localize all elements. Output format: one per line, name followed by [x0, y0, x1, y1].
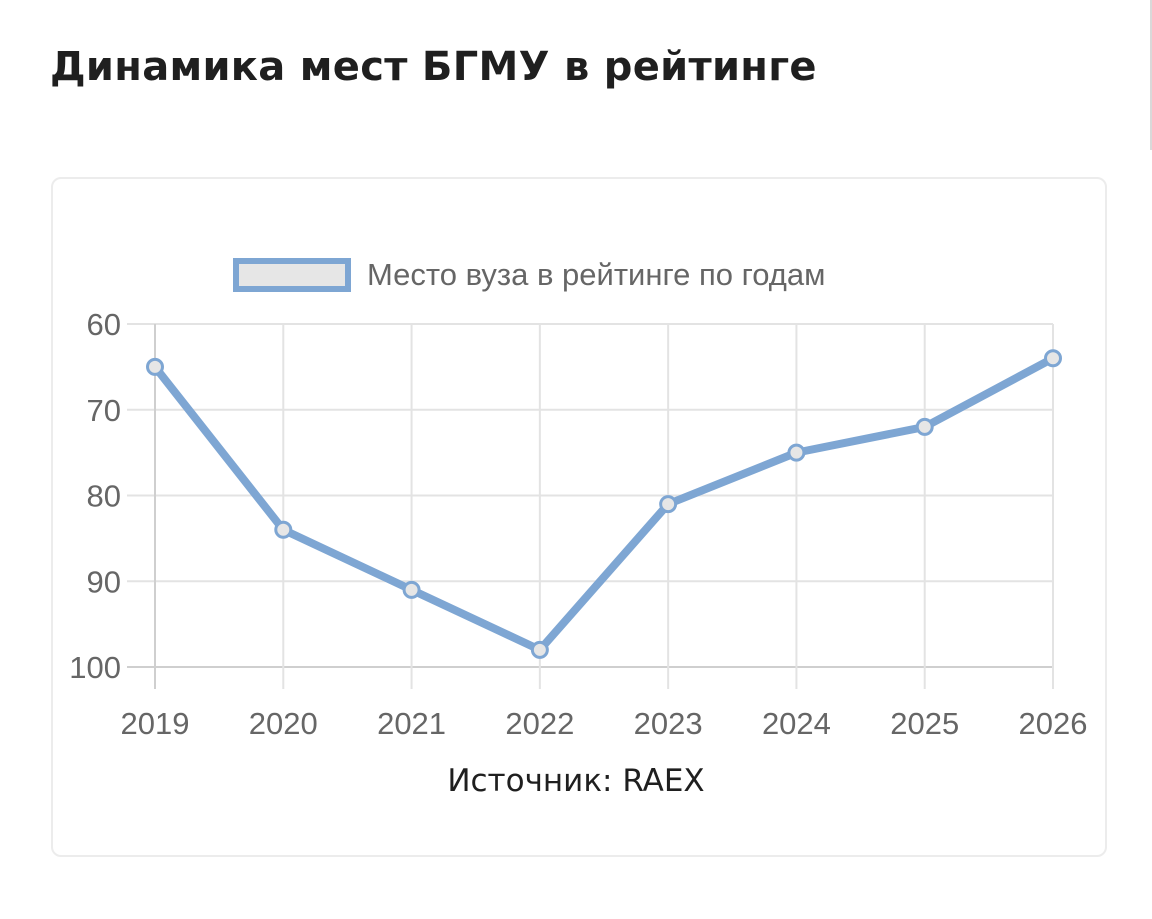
data-point[interactable]: [659, 495, 678, 514]
chart-legend[interactable]: Место вуза в рейтинге по годам: [233, 255, 825, 295]
page-title: Динамика мест БГМУ в рейтинге: [50, 44, 817, 90]
data-point[interactable]: [787, 443, 806, 462]
data-point[interactable]: [1044, 349, 1062, 368]
data-point[interactable]: [915, 417, 934, 436]
y-tick-label: 70: [87, 393, 121, 428]
data-point[interactable]: [146, 357, 164, 376]
data-point[interactable]: [402, 580, 421, 599]
series-line: [151, 354, 1057, 654]
source-note: Источник: RAEX: [447, 763, 705, 799]
x-tick-label: 2026: [1019, 706, 1088, 741]
y-tick-label: 80: [87, 479, 121, 514]
x-tick-label: 2024: [762, 706, 831, 741]
x-tick-label: 2020: [249, 706, 318, 741]
scrollbar-edge: [1150, 0, 1152, 150]
x-tick-label: 2021: [377, 706, 446, 741]
data-point[interactable]: [530, 640, 549, 659]
legend-label: Место вуза в рейтинге по годам: [367, 257, 826, 292]
x-tick-label: 2023: [634, 706, 703, 741]
y-tick-label: 90: [87, 564, 121, 599]
x-tick-label: 2019: [121, 706, 190, 741]
legend-swatch: [233, 258, 351, 292]
x-tick-label: 2025: [890, 706, 959, 741]
y-tick-label: 100: [69, 650, 121, 685]
chart-card: [51, 177, 1107, 857]
y-tick-label: 60: [87, 307, 121, 342]
x-tick-label: 2022: [505, 706, 574, 741]
data-point[interactable]: [274, 520, 293, 539]
